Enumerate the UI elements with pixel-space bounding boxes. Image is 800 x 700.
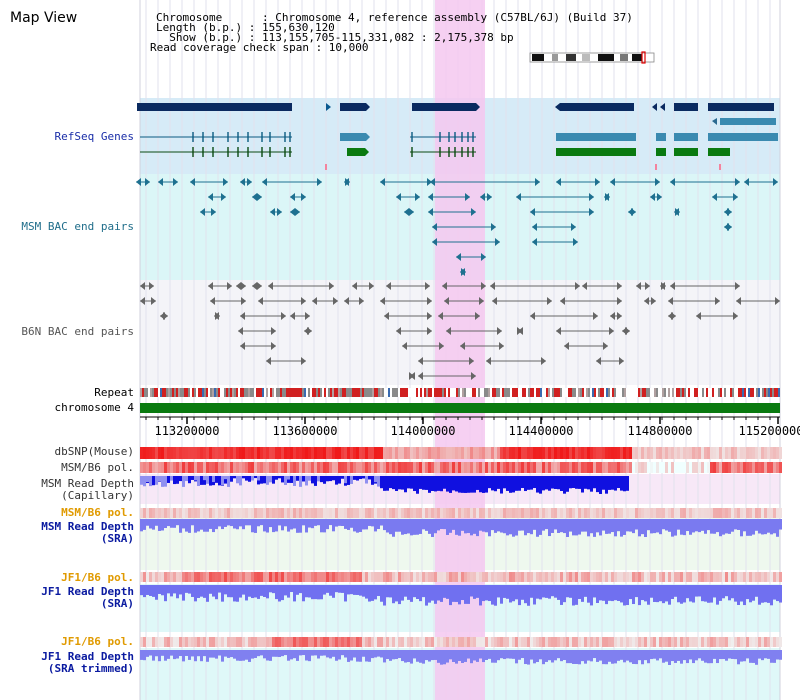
map-view-title: Map View bbox=[10, 10, 77, 26]
msm-b6-pol-2-heat-track[interactable] bbox=[140, 508, 782, 518]
track-label-msm-cap-2: (Capillary) bbox=[61, 490, 134, 502]
track-label-dbsnp[interactable]: dbSNP(Mouse) bbox=[55, 446, 134, 458]
ruler-label: 114400000 bbox=[508, 424, 573, 438]
msm-b6-pol-heat-track[interactable] bbox=[140, 462, 782, 473]
track-label-msm-sra-2: (SRA) bbox=[101, 533, 134, 545]
ruler-label: 113600000 bbox=[272, 424, 337, 438]
track-label-repeat[interactable]: Repeat bbox=[94, 387, 134, 399]
ruler-label: 114000000 bbox=[390, 424, 455, 438]
track-label-jf1-pol[interactable]: JF1/B6 pol. bbox=[61, 572, 134, 584]
chromosome-bar[interactable] bbox=[140, 403, 780, 413]
repeat-track-bar[interactable] bbox=[140, 388, 780, 397]
track-label-b6n-bac[interactable]: B6N BAC end pairs bbox=[21, 326, 134, 338]
jf1-b6-pol-heat-track[interactable] bbox=[140, 572, 782, 582]
jf1-b6-pol-2-heat-track[interactable] bbox=[140, 637, 782, 647]
ruler-label: 113200000 bbox=[154, 424, 219, 438]
track-label-jf1-pol-2[interactable]: JF1/B6 pol. bbox=[61, 636, 134, 648]
dbsnp-heat-track[interactable] bbox=[140, 447, 782, 459]
ruler-label: 114800000 bbox=[627, 424, 692, 438]
track-label-jf1-trim-2: (SRA trimmed) bbox=[48, 663, 134, 675]
chromosome-ideogram[interactable] bbox=[530, 52, 654, 63]
ruler-label: 115200000 bbox=[738, 424, 800, 438]
track-label-msm-pol[interactable]: MSM/B6 pol. bbox=[61, 462, 134, 474]
track-label-refseq[interactable]: RefSeq Genes bbox=[55, 131, 134, 143]
track-label-msm-bac[interactable]: MSM BAC end pairs bbox=[21, 221, 134, 233]
coverage-span-info: Read coverage check span : 10,000 bbox=[150, 42, 369, 53]
track-label-jf1-sra-2: (SRA) bbox=[101, 598, 134, 610]
track-label-msm-pol-2[interactable]: MSM/B6 pol. bbox=[61, 507, 134, 519]
track-label-chromosome[interactable]: chromosome 4 bbox=[55, 402, 134, 414]
